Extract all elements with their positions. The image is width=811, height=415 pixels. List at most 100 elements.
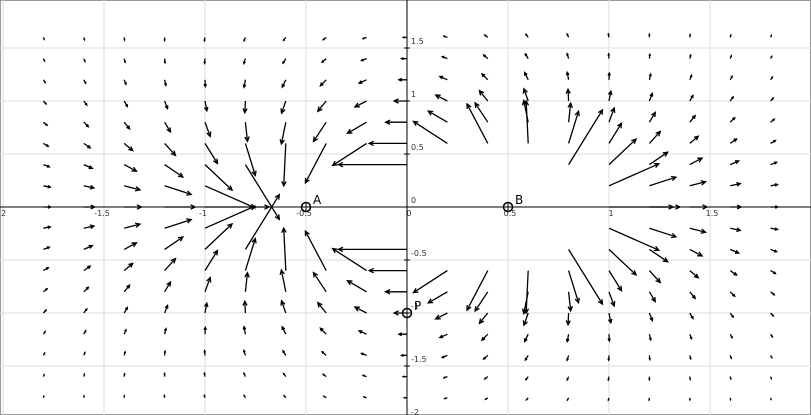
field-arrow	[312, 271, 327, 293]
field-arrow	[331, 247, 367, 272]
field-arrow	[42, 351, 46, 356]
field-arrow	[367, 267, 407, 274]
field-arrow	[42, 373, 45, 377]
field-arrow	[482, 53, 489, 60]
field-arrow	[689, 180, 708, 187]
x-tick-label: 0	[406, 209, 411, 218]
field-arrow	[123, 242, 138, 250]
field-arrow	[83, 37, 86, 42]
field-arrow	[524, 52, 529, 59]
field-arrow	[770, 183, 779, 187]
field-arrow	[244, 237, 257, 271]
field-arrow	[730, 227, 742, 232]
field-arrow	[729, 397, 732, 402]
x-tick-label: -1	[199, 209, 207, 218]
field-arrow	[42, 100, 48, 106]
field-arrow	[566, 397, 570, 402]
field-arrow	[648, 92, 654, 102]
field-arrow	[42, 37, 45, 41]
field-arrow	[367, 140, 407, 147]
field-arrow	[688, 397, 691, 402]
field-arrow	[43, 142, 50, 148]
field-arrow	[648, 270, 662, 284]
field-arrow	[357, 330, 367, 335]
field-arrow	[523, 99, 530, 144]
field-arrow	[567, 101, 573, 123]
field-arrow	[729, 54, 733, 59]
field-arrow	[83, 58, 86, 63]
field-arrow	[401, 36, 407, 39]
field-arrow	[123, 121, 131, 130]
field-arrow	[648, 334, 652, 342]
field-arrow	[164, 164, 185, 178]
field-arrow	[438, 333, 448, 339]
field-arrow	[244, 143, 257, 177]
field-arrow	[281, 79, 287, 89]
field-arrow	[648, 72, 652, 80]
field-arrow	[770, 291, 776, 296]
field-arrow	[565, 87, 571, 102]
field-arrow	[523, 71, 529, 81]
field-arrow	[567, 291, 573, 313]
field-arrow	[282, 372, 287, 377]
field-arrow	[729, 291, 736, 298]
field-arrow	[566, 52, 570, 59]
field-arrow	[43, 246, 51, 251]
field-arrow	[608, 106, 616, 123]
field-arrow	[353, 306, 367, 314]
field-arrow	[319, 79, 327, 87]
field-arrow	[203, 349, 207, 356]
x-tick-label: 2	[1, 209, 6, 218]
field-arrow	[304, 229, 327, 271]
field-arrow	[283, 394, 287, 399]
field-arrow	[607, 32, 610, 38]
field-arrow	[770, 270, 777, 275]
field-arrow	[43, 266, 50, 272]
field-arrow	[568, 249, 604, 306]
field-arrow	[164, 121, 172, 134]
field-arrow	[566, 355, 570, 362]
field-arrow	[83, 372, 86, 377]
field-arrow	[244, 122, 250, 143]
point-cross	[402, 308, 412, 318]
field-arrow	[281, 143, 287, 188]
field-arrow	[770, 312, 775, 318]
field-arrow	[525, 397, 529, 402]
field-arrow	[649, 175, 678, 187]
field-arrow	[608, 291, 616, 308]
field-arrow	[608, 227, 661, 252]
field-arrow	[608, 122, 623, 144]
point-cross	[301, 202, 311, 212]
field-arrow	[43, 184, 52, 189]
field-arrow	[770, 54, 773, 59]
field-arrow	[689, 53, 692, 59]
field-arrow	[282, 37, 287, 42]
field-arrow	[649, 227, 678, 239]
field-arrow	[607, 52, 611, 59]
field-arrow	[384, 119, 407, 125]
field-arrow	[312, 121, 327, 143]
field-arrow	[203, 371, 206, 377]
field-arrow	[769, 34, 773, 38]
x-tick-label: 1	[608, 209, 613, 218]
field-arrow	[442, 35, 448, 39]
field-arrow	[203, 37, 206, 43]
point-cross	[503, 202, 513, 212]
field-arrow	[282, 349, 287, 356]
field-arrow	[523, 333, 529, 343]
field-arrow	[204, 205, 257, 229]
field-arrow	[729, 95, 735, 102]
field-arrow	[42, 79, 47, 84]
field-arrow	[164, 280, 172, 293]
field-arrow	[357, 79, 367, 84]
field-arrow	[689, 312, 694, 320]
field-arrow	[770, 118, 776, 123]
field-arrow	[83, 100, 88, 107]
field-arrow	[124, 222, 142, 229]
field-arrow	[438, 75, 448, 81]
field-arrow	[648, 52, 652, 59]
field-arrow	[607, 312, 613, 325]
field-arrow	[729, 333, 733, 339]
field-arrow	[689, 227, 708, 234]
field-arrow	[400, 57, 407, 61]
